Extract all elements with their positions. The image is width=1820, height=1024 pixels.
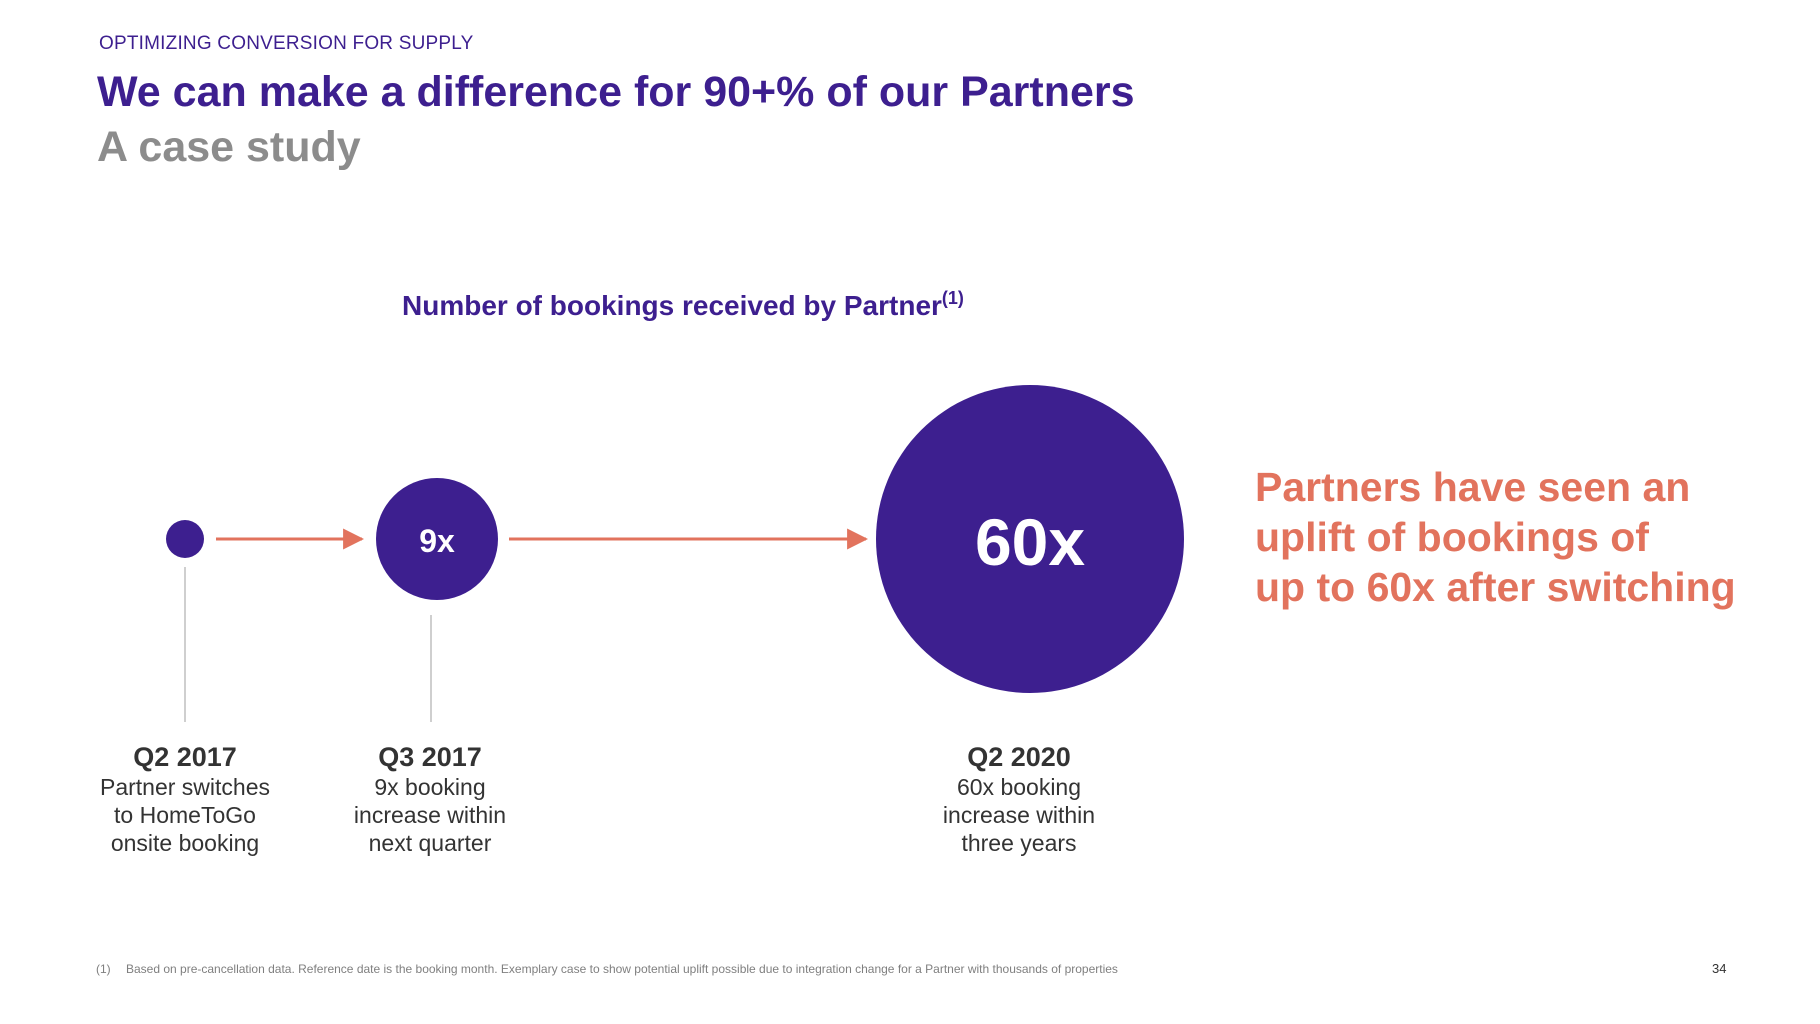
milestone-q2-2017: Q2 2017 Partner switches to HomeToGo ons… [75, 741, 295, 857]
bubble-9x [376, 478, 498, 600]
milestone-period: Q3 2017 [378, 742, 482, 772]
bubble-60x [876, 385, 1184, 693]
milestone-line: next quarter [368, 830, 492, 856]
page-title: We can make a difference for 90+% of our… [97, 68, 1135, 116]
uplift-callout: Partners have seen an uplift of bookings… [1255, 462, 1795, 612]
milestone-line: Partner switches [99, 774, 270, 800]
footnote-number: (1) [96, 962, 111, 976]
milestone-period: Q2 2020 [967, 742, 1071, 772]
footnote-text: Based on pre-cancellation data. Referenc… [126, 962, 1118, 976]
bubble-60x-label: 60x [975, 505, 1085, 579]
footnote: (1) Based on pre-cancellation data. Refer… [96, 962, 1118, 976]
callout-line: uplift of bookings of [1255, 514, 1649, 560]
milestone-line: to HomeToGo [114, 802, 256, 828]
footnote-ref: (1) [941, 288, 964, 308]
milestone-line: increase within [942, 802, 1096, 828]
milestone-line: 9x booking [374, 774, 486, 800]
page-number: 34 [1712, 961, 1727, 976]
milestone-line: increase within [353, 802, 507, 828]
diagram-title-text: Number of bookings received by Partner [402, 290, 942, 321]
milestone-line: three years [961, 830, 1077, 856]
milestone-q3-2017: Q3 2017 9x booking increase within next … [320, 741, 540, 857]
diagram-title: Number of bookings received by Partner(1… [402, 288, 964, 322]
milestone-line: onsite booking [110, 830, 260, 856]
callout-line: Partners have seen an [1255, 464, 1691, 510]
section-eyebrow: OPTIMIZING CONVERSION FOR SUPPLY [99, 33, 474, 54]
page-subtitle: A case study [97, 123, 361, 171]
bubble-baseline [166, 520, 204, 558]
milestone-period: Q2 2017 [133, 742, 237, 772]
bubble-9x-label: 9x [419, 523, 455, 559]
milestone-line: 60x booking [956, 774, 1082, 800]
callout-line: up to 60x after switching [1255, 564, 1736, 610]
milestone-q2-2020: Q2 2020 60x booking increase within thre… [909, 741, 1129, 857]
